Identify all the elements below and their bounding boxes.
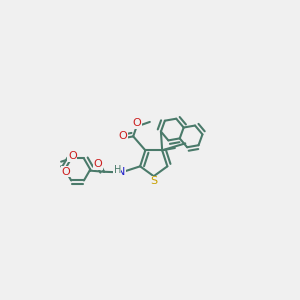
Text: O: O bbox=[94, 159, 103, 169]
Text: O: O bbox=[62, 167, 70, 177]
Text: O: O bbox=[119, 131, 128, 142]
Text: O: O bbox=[133, 118, 141, 128]
Text: N: N bbox=[117, 167, 126, 177]
Text: O: O bbox=[68, 151, 77, 161]
Text: H: H bbox=[114, 165, 121, 175]
Text: S: S bbox=[150, 176, 157, 186]
